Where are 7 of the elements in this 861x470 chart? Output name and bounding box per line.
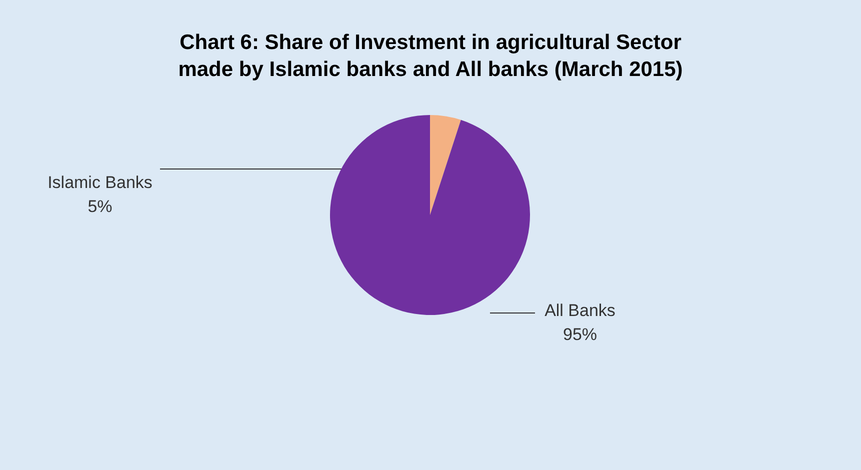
data-label: 5% <box>88 197 112 216</box>
pie-slice <box>430 115 461 215</box>
slice-label: All Banks <box>544 301 616 320</box>
chart-title: Chart 6: Share of Investment in agricultural Sector made by Islamic banks and All banks (March 2015) <box>178 31 683 81</box>
pie-slice <box>330 115 530 315</box>
data-label: 95% <box>562 325 598 344</box>
slice-label: Islamic Banks <box>48 173 152 192</box>
